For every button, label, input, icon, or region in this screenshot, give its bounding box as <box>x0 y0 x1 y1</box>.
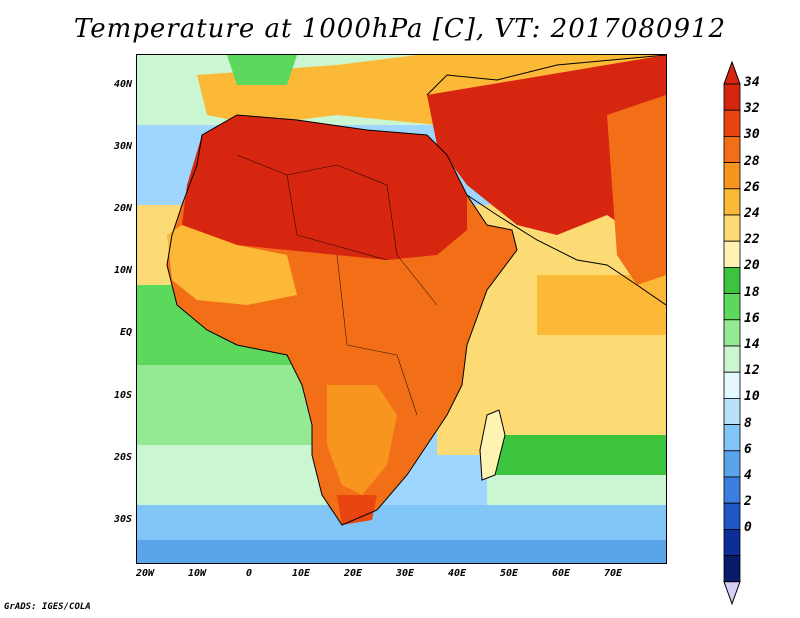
colorbar-tick-label: 8 <box>744 415 752 431</box>
colorbar-segment <box>723 319 741 347</box>
credit-text: GrADS: IGES/COLA <box>4 602 91 612</box>
colorbar-tick-label: 18 <box>744 284 760 300</box>
x-tick-label: 70E <box>603 568 623 579</box>
country-borders <box>236 154 438 416</box>
y-tick-label: 40N <box>113 79 132 90</box>
colorbar-segment <box>723 266 741 294</box>
colorbar-tick-label: 14 <box>744 337 760 352</box>
middle-east-region <box>427 55 666 255</box>
west-africa-warm <box>167 225 297 305</box>
colorbar-tick-label: 28 <box>744 153 760 169</box>
south-asia-region <box>607 95 666 285</box>
colorbar-tick-label: 2 <box>744 494 752 510</box>
x-tick-label: 10W <box>187 568 207 579</box>
colorbar-tick-label: 12 <box>744 363 760 379</box>
arabia-coastline <box>466 194 666 306</box>
temperature-map <box>137 55 666 563</box>
colorbar-segment <box>723 135 741 163</box>
europe-green-area <box>227 55 297 85</box>
southern-ocean-cold <box>137 540 666 563</box>
madagascar-coastline <box>479 409 506 481</box>
y-tick-label: 20N <box>113 203 132 214</box>
colorbar-tick-label: 6 <box>744 441 752 457</box>
colorbar-tick-label: 26 <box>744 179 760 195</box>
southern-africa-interior <box>327 385 397 495</box>
y-tick-label: EQ <box>119 327 132 338</box>
colorbar-segment <box>723 450 741 478</box>
colorbar-segment <box>723 83 741 111</box>
colorbar-segment <box>723 476 741 504</box>
y-tick-label: 10S <box>113 390 132 401</box>
indian-ocean-green <box>487 435 666 475</box>
x-tick-label: 20W <box>135 568 155 579</box>
x-tick-label: 50E <box>499 568 519 579</box>
y-tick-label: 20S <box>113 452 132 463</box>
colorbar-segment <box>723 371 741 399</box>
chart-title: Temperature at 1000hPa [C], VT: 20170809… <box>73 14 727 44</box>
colorbar-tick-label: 0 <box>744 520 752 536</box>
sahara-hot-zone <box>182 115 467 260</box>
colorbar-tick-label: 30 <box>744 127 760 143</box>
colorbar-tick-label: 24 <box>744 206 760 221</box>
y-tick-label: 30N <box>113 141 132 152</box>
map-panel <box>136 54 667 564</box>
x-tick-label: 30E <box>395 568 415 579</box>
colorbar-tick-label: 34 <box>744 75 760 90</box>
colorbar-segment <box>723 502 741 530</box>
colorbar-segment <box>723 529 741 557</box>
south-atlantic-cool <box>137 445 337 505</box>
colorbar-segment <box>723 214 741 242</box>
colorbar-segment <box>723 345 741 373</box>
colorbar-bottom-arrow <box>723 581 741 606</box>
colorbar-tick-label: 10 <box>744 389 760 405</box>
madagascar <box>480 410 505 480</box>
colorbar-segment <box>723 188 741 216</box>
south-africa-hot <box>337 495 377 525</box>
x-tick-label: 60E <box>551 568 571 579</box>
colorbar-tick-label: 32 <box>744 101 760 117</box>
north-coastline <box>426 55 666 96</box>
colorbar-tick-label: 20 <box>744 258 760 274</box>
y-tick-label: 10N <box>113 265 132 276</box>
arabian-sea-warm <box>537 275 666 335</box>
africa-coastline <box>166 114 518 526</box>
x-tick-label: 20E <box>343 568 363 579</box>
colorbar-segment <box>723 424 741 452</box>
x-tick-label: 40E <box>447 568 467 579</box>
colorbar-tick-label: 4 <box>744 468 752 483</box>
x-tick-label: 0 <box>245 568 253 579</box>
indian-ocean-cool <box>487 475 666 505</box>
x-tick-label: 10E <box>291 568 311 579</box>
y-tick-label: 30S <box>113 514 132 525</box>
colorbar-segment <box>723 109 741 137</box>
colorbar-segment <box>723 397 741 425</box>
colorbar-segment <box>723 555 741 583</box>
colorbar-segment <box>723 240 741 268</box>
colorbar-tick-label: 16 <box>744 310 760 326</box>
colorbar-tick-label: 22 <box>744 232 760 248</box>
colorbar-segment <box>723 293 741 321</box>
colorbar-top-arrow <box>723 60 741 85</box>
colorbar-segment <box>723 162 741 190</box>
